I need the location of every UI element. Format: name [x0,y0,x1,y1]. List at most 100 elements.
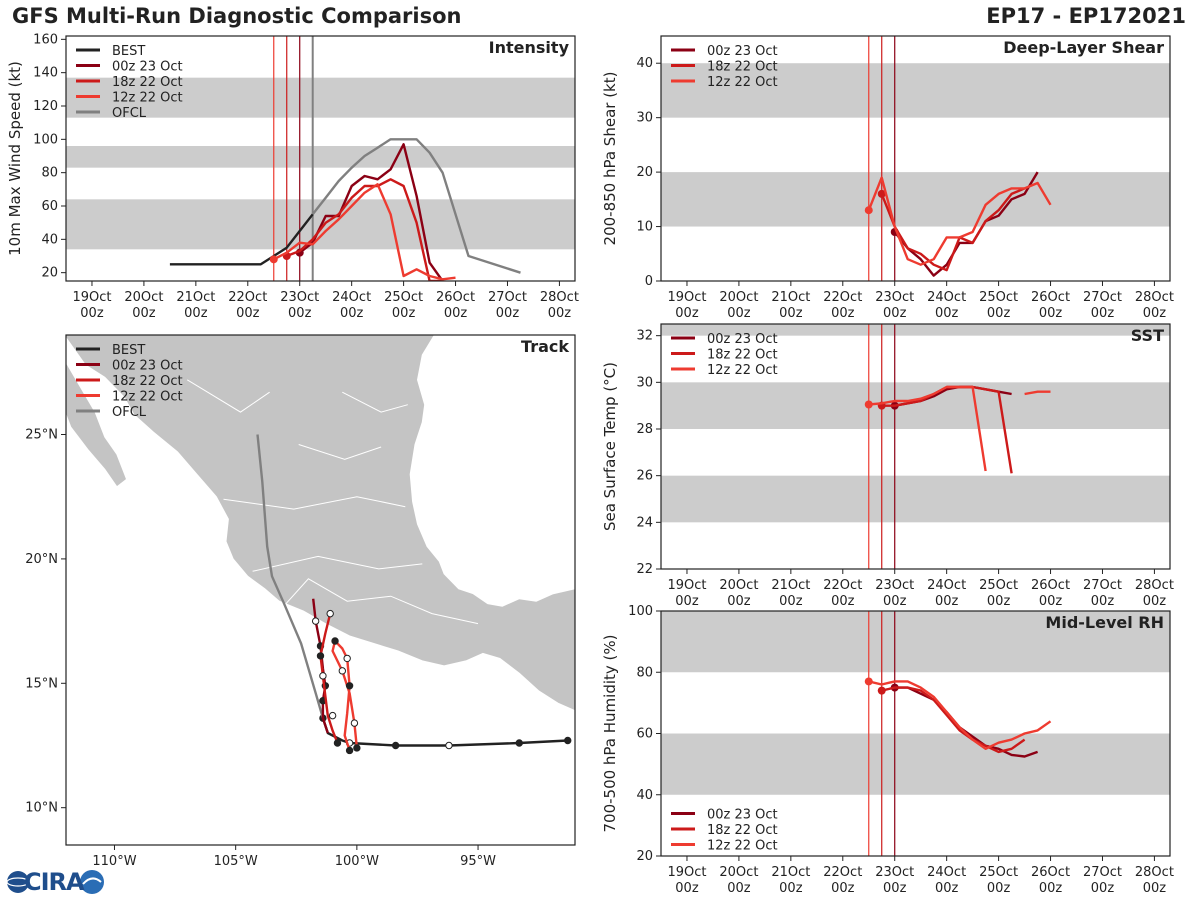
y-tick-label: 30 [636,375,653,390]
x-tick-label-line: 21Oct [176,290,215,305]
track-position-marker [345,682,354,690]
y-tick-label: 80 [636,665,653,680]
x-tick-label-line: 00z [1039,594,1063,609]
state-border [298,444,382,460]
x-tick-label-line: 19Oct [667,865,706,880]
x-tick-label-line: 23Oct [280,290,319,305]
track-position-marker [333,739,342,747]
x-tick-label: 19Oct 00z [72,290,111,321]
series-line-best [321,717,568,747]
panel-frame [660,323,1171,570]
x-tick-label: 19Oct 00z [667,290,706,321]
y-tick-label: 28 [636,422,653,437]
x-tick-label-line: 27Oct [488,290,527,305]
x-tick-label: 27Oct 00z [1083,865,1122,896]
threshold-band [66,146,575,168]
y-tick-label: 10°N [25,801,58,816]
y-tick-label: 120 [33,99,58,114]
x-tick-label-line: 22Oct [823,290,862,305]
x-tick-label-line: 00z [675,306,699,321]
track-position-marker [515,739,523,747]
legend-label-r18: 18z 22 Oct [112,75,183,90]
x-tick-label-line: 26Oct [1031,865,1070,880]
y-tick-label: 20 [636,849,653,864]
x-tick-label-line: 19Oct [667,290,706,305]
x-tick-label-line: 28Oct [1135,578,1174,593]
x-tick-label-line: 00z [727,306,751,321]
series-line-ofcl [256,434,325,719]
x-tick-label: 19Oct 00z [667,865,706,896]
init-point-r12 [864,677,873,686]
x-tick-label-line: 00z [1143,306,1167,321]
threshold-band [661,611,1170,673]
baja-peninsula [66,361,128,488]
x-tick-label-line: 00z [236,306,260,321]
x-tick-label: 21Oct 00z [176,290,215,321]
cira-logo-mark [6,870,104,894]
legend-label-r18: 18z 22 Oct [112,374,183,389]
x-tick-label-line: 25Oct [979,865,1018,880]
track-position-marker [326,609,334,618]
x-tick-label-line: 22Oct [823,865,862,880]
x-tick-label: 20Oct 00z [719,865,758,896]
x-tick-label-line: 00z [987,594,1011,609]
x-tick-label: 110°W [92,854,136,869]
x-tick-label: 25Oct 00z [979,865,1018,896]
x-tick-label-line: 00z [675,881,699,896]
x-tick-label: 23Oct 00z [280,290,319,321]
series-line-r18 [286,178,443,281]
panel-plot-area [661,324,1170,569]
x-tick-label: 23Oct 00z [875,578,914,609]
legend-label-r00: 00z 23 Oct [112,359,183,374]
series-line-best [169,213,314,266]
legend-label-r12: 12z 22 Oct [112,91,183,106]
x-tick-label: 27Oct 00z [1083,578,1122,609]
cira-orbit-icon [6,877,30,887]
legend-label-r18: 18z 22 Oct [707,823,778,838]
track-position-marker [345,746,354,755]
x-tick-label-line: 00z [675,594,699,609]
x-tick-label: 28Oct 00z [540,290,579,321]
x-tick-label-line: 00z [132,306,156,321]
series-line-r18 [880,187,1026,272]
x-tick-label: 26Oct 00z [436,290,475,321]
x-tick-label: 21Oct 00z [771,578,810,609]
x-tick-label: 28Oct 00z [1135,578,1174,609]
x-tick-label: 25Oct 00z [979,578,1018,609]
x-tick-label: 95°W [460,854,496,869]
panel-title: Deep-Layer Shear [1003,38,1164,57]
x-tick-label-line: 00z [496,306,520,321]
x-tick-label: 28Oct 00z [1135,865,1174,896]
y-tick-label: 24 [636,515,653,530]
x-tick-label-line: 00z [80,306,104,321]
y-tick-label: 10 [636,220,653,235]
x-tick-label-line: 100°W [335,854,379,869]
x-tick-label: 24Oct 00z [927,578,966,609]
legend-label-r12: 12z 22 Oct [707,363,778,378]
y-tick-label: 60 [41,199,58,214]
x-tick-label-line: 28Oct [1135,290,1174,305]
x-tick-label-line: 27Oct [1083,578,1122,593]
x-tick-label-line: 28Oct [1135,865,1174,880]
x-tick-label-line: 28Oct [540,290,579,305]
cira-swirl-icon [80,870,104,894]
x-tick-label-line: 21Oct [771,865,810,880]
y-tick-label: 40 [636,788,653,803]
x-tick-label: 100°W [335,854,379,869]
y-tick-label: 20°N [25,552,58,567]
x-tick-label-line: 20Oct [719,578,758,593]
init-point-r18 [877,189,886,198]
y-tick-label: 26 [636,469,653,484]
state-border [252,555,423,572]
y-axis-label: 700-500 hPa Humidity (%) [601,634,619,832]
panel-plot-area [661,611,1170,856]
x-tick-label-line: 00z [779,306,803,321]
x-tick-label-line: 21Oct [771,290,810,305]
x-tick-label-line: 00z [1039,881,1063,896]
x-tick-label: 105°W [214,854,258,869]
x-tick-label-line: 105°W [214,854,258,869]
x-tick-label-line: 00z [727,594,751,609]
legend-label-r12: 12z 22 Oct [112,390,183,405]
